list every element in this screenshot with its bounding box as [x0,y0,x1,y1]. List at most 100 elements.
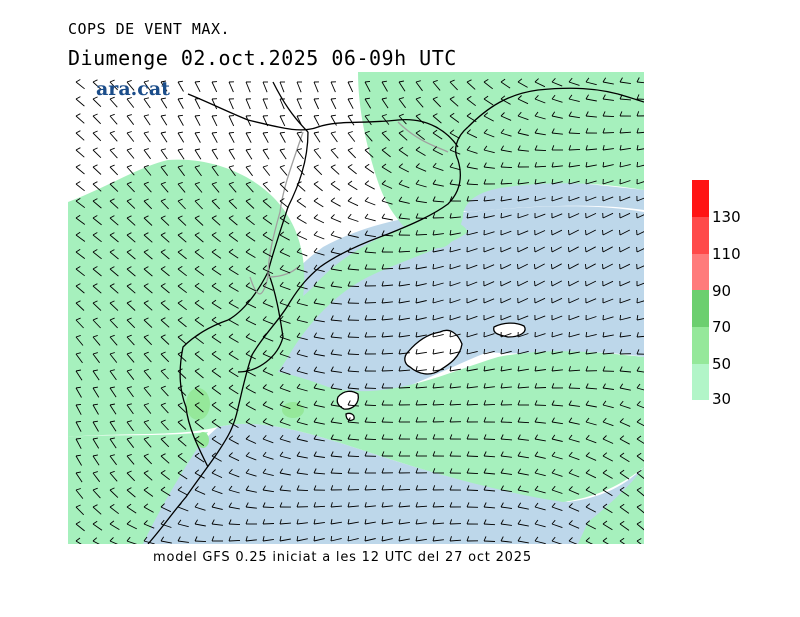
wind-barb-staff [432,316,444,321]
wind-barb-staff [160,251,170,260]
wind-barb-staff [330,319,342,322]
wind-barb-feather [483,502,487,508]
wind-barb-feather [75,164,81,168]
wind-barb-staff [483,540,496,542]
wind-barb-staff [228,285,239,292]
wind-barb-staff [143,523,155,529]
wind-barb-feather [449,349,452,355]
wind-barb-feather [534,162,537,168]
wind-barb-staff [296,387,308,392]
wind-barb-staff [517,246,529,253]
wind-barb-staff [92,200,102,209]
wind-barb-staff [194,217,204,226]
wind-barb-feather [415,96,421,100]
wind-barb-feather [619,145,622,151]
wind-barb-staff [347,81,354,93]
wind-barb-feather [109,317,115,321]
wind-barb-staff [313,234,325,240]
wind-barb-feather [211,215,217,219]
wind-barb-feather [126,300,132,304]
wind-barb-feather [75,386,81,389]
wind-barb-feather [364,383,368,389]
wind-barb-feather [177,131,183,134]
wind-barb-feather [330,147,336,151]
wind-barb-staff [177,234,187,243]
wind-barb-staff [398,149,409,157]
wind-barb-feather [92,266,98,270]
wind-barb-staff [534,315,546,321]
wind-barb-staff [143,472,153,481]
wind-barb-feather [483,145,488,151]
wind-barb-feather [551,128,555,134]
wind-barb-staff [194,115,201,126]
wind-gust-map [68,72,644,544]
wind-barb-staff [262,387,274,393]
wind-barb-staff [415,283,427,287]
wind-barb-staff [500,198,512,202]
wind-barb-feather [568,128,572,134]
wind-barb-staff [602,196,614,202]
wind-barb-staff [262,404,274,410]
wind-barb-staff [109,472,118,482]
wind-barb-staff [568,315,580,321]
wind-barb-feather [483,162,487,168]
wind-barb-staff [602,229,614,236]
wind-barb-staff [466,403,479,406]
wind-barb-feather [313,400,318,406]
wind-barb-feather [160,368,166,372]
wind-barb-staff [466,248,478,253]
wind-barb-feather [330,366,334,372]
wind-barb-feather [636,418,642,423]
wind-barb-feather [126,403,132,406]
wind-barb-staff [619,163,631,168]
wind-barb-staff [126,302,136,311]
wind-barb-feather [517,162,521,168]
wind-barb-feather [228,485,233,491]
wind-barb-staff [160,285,170,294]
wind-barb-feather [279,281,284,287]
wind-barb-staff [245,268,256,275]
wind-barb-staff [126,455,135,465]
wind-barb-staff [313,81,319,93]
wind-barb-feather [228,248,234,253]
wind-barb-staff [245,539,257,542]
wind-barb-feather [568,145,572,151]
wind-barb-staff [381,301,393,304]
wind-barb-staff [483,368,495,372]
wind-barb-feather [143,249,149,253]
wind-barb-feather [177,536,181,542]
wind-barb-staff [211,115,218,127]
wind-barb-feather [364,519,367,525]
wind-barb-staff [483,298,495,304]
wind-barb-feather [347,131,353,134]
wind-barb-feather [194,486,199,491]
wind-barb-staff [313,183,323,192]
wind-barb-feather [415,146,421,151]
wind-barb-staff [364,98,372,109]
sea-low-zone-north [448,182,644,212]
wind-barb-staff [466,455,479,457]
wind-barb-staff [194,506,206,511]
wind-barb-feather [177,486,183,491]
wind-barb-staff [398,538,410,542]
wind-barb-staff [568,421,580,425]
wind-barb-staff [296,522,308,525]
wind-barb-feather [568,451,573,457]
wind-barb-feather [279,366,284,372]
wind-barb-staff [500,386,512,389]
wind-barb-staff [585,280,597,287]
wind-barb-staff [500,489,512,493]
wind-barb-feather [636,349,640,355]
wind-barb-feather [75,317,81,321]
wind-barb-feather [262,502,266,508]
green-zone-west-strip [68,432,208,544]
wind-barb-feather [381,502,384,508]
wind-barb-feather [194,351,200,355]
wind-barb-staff [313,521,325,525]
wind-barb-staff [534,149,547,152]
wind-barb-staff [534,351,546,355]
wind-barb-staff [619,212,631,219]
wind-barb-staff [398,283,410,287]
wind-barb-staff [330,115,337,126]
wind-barb-feather [92,283,98,287]
